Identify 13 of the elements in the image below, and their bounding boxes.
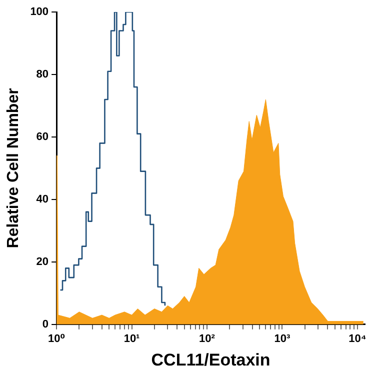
y-tick-label: 40 — [36, 193, 49, 206]
y-tick-label: 0 — [42, 318, 49, 330]
y-tick-label: 80 — [36, 68, 49, 81]
x-tick-label: 10³ — [274, 333, 291, 346]
y-tick-label: 100 — [30, 6, 49, 18]
x-tick-label: 10¹ — [124, 333, 140, 346]
y-tick-label: 20 — [36, 256, 49, 268]
y-tick-label: 60 — [36, 130, 49, 143]
x-tick-label: 10² — [199, 333, 216, 346]
x-axis-title: CCL11/Eotaxin — [151, 350, 270, 370]
x-tick-label: 10⁰ — [48, 333, 66, 346]
x-tick-label: 10⁴ — [348, 333, 366, 346]
y-axis-title: Relative Cell Number — [5, 88, 22, 248]
